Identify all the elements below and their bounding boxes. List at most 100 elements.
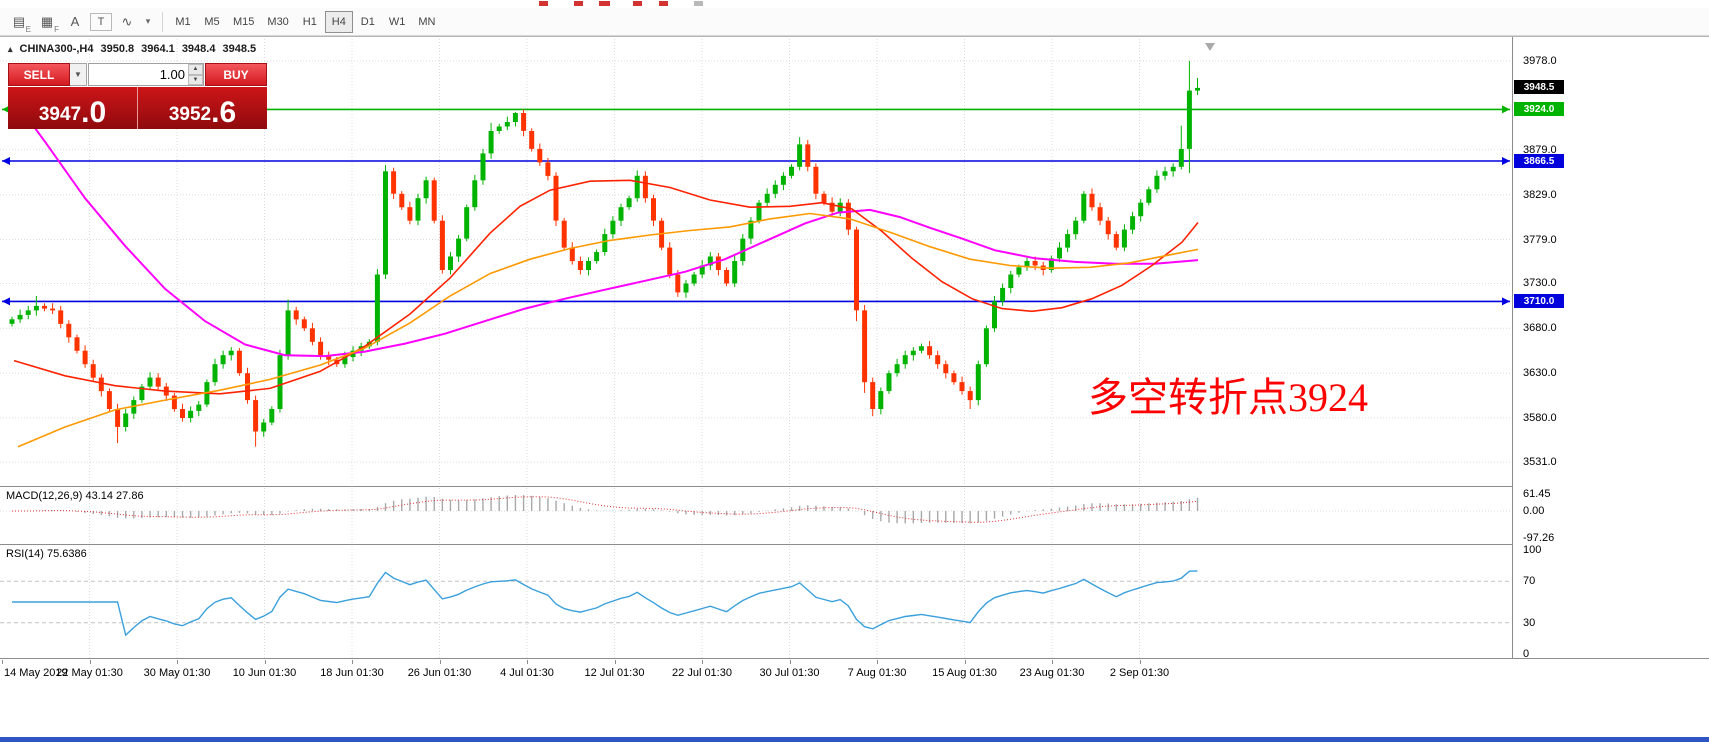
toolbar: ▤ E ▦ F A T ∿ ▾ M1 M5 M15 M30 H1 H4 D1 W1 MN bbox=[0, 8, 1709, 36]
rsi-line bbox=[12, 570, 1198, 637]
clipped-icon-fragment bbox=[659, 1, 668, 6]
price-tick-3978: 3978.0 bbox=[1523, 55, 1557, 67]
horizontal-line-3866.5[interactable] bbox=[2, 157, 1510, 165]
timeframe-mn[interactable]: MN bbox=[418, 15, 436, 28]
time-tick bbox=[964, 660, 966, 664]
time-label-5: 26 Jun 01:30 bbox=[407, 667, 472, 679]
buy-price-main: 3952 bbox=[168, 104, 212, 126]
text-tool-icon[interactable]: T bbox=[90, 12, 112, 31]
sell-price-frac: .0 bbox=[81, 95, 107, 129]
timeframe-group: M1 M5 M15 M30 H1 H4 D1 W1 MN bbox=[169, 10, 442, 33]
collapse-icon[interactable]: ▴ bbox=[8, 43, 13, 54]
ma-fast-orange[interactable] bbox=[17, 212, 1199, 448]
volume-decrement-button[interactable]: ▼ bbox=[188, 74, 203, 85]
clipped-icon-fragment bbox=[694, 1, 703, 6]
timeframe-m30[interactable]: M30 bbox=[267, 15, 289, 28]
ohlc-close: 3948.5 bbox=[222, 43, 257, 55]
chart-objects-icon[interactable]: ▤ E bbox=[12, 13, 31, 34]
order-type-dropdown[interactable]: ▼ bbox=[70, 63, 87, 86]
rsi-indicator-label: RSI(14) 75.6386 bbox=[6, 548, 87, 560]
chart-objects-icon-sub: E bbox=[25, 24, 31, 34]
price-label-3866.5: 3866.5 bbox=[1514, 154, 1564, 168]
price-axis[interactable]: 3978.0 3879.0 3829.0 3779.0 3730.0 3680.0 3630… bbox=[1512, 37, 1709, 660]
rsi-grid bbox=[0, 546, 1510, 658]
timeframe-h1[interactable]: H1 bbox=[302, 15, 317, 28]
time-label-4: 18 Jun 01:30 bbox=[320, 667, 384, 679]
time-label-9: 30 Jul 01:30 bbox=[759, 667, 820, 679]
line-studies-dropdown-icon[interactable]: ▾ bbox=[145, 16, 151, 26]
grid-layer bbox=[0, 39, 1510, 486]
time-tick bbox=[877, 660, 878, 664]
bottom-window-edge bbox=[0, 737, 1709, 742]
time-label-11: 15 Aug 01:30 bbox=[932, 667, 997, 679]
buy-button[interactable]: BUY bbox=[205, 63, 267, 86]
price-tick-3779: 3779.0 bbox=[1523, 234, 1557, 246]
price-label-3710.0: 3710.0 bbox=[1514, 294, 1564, 308]
toolbar-icons: ▤ E ▦ F A T ∿ ▾ bbox=[6, 11, 156, 34]
time-tick bbox=[527, 660, 528, 664]
volume-field-wrap: ▲ ▼ bbox=[88, 63, 204, 86]
one-click-trading-panel: SELL ▼ ▲ ▼ BUY 3947.0 3952.6 bbox=[8, 63, 267, 129]
time-axis[interactable]: 14 May 2019 22 May 01:30 30 May 01:30 10 Ju… bbox=[0, 660, 1512, 686]
line-studies-icon[interactable]: ∿ bbox=[121, 13, 133, 29]
macd-indicator-label: MACD(12,26,9) 43.14 27.86 bbox=[6, 490, 144, 502]
text-label-tool-icon[interactable]: A bbox=[70, 14, 80, 29]
panel-separator[interactable] bbox=[0, 544, 1709, 545]
time-tick bbox=[614, 660, 616, 664]
horizontal-line-3710[interactable] bbox=[2, 297, 1510, 306]
toolbar-separator bbox=[162, 11, 163, 32]
time-tick bbox=[352, 660, 353, 664]
grid-tool-icon[interactable]: ▦ F bbox=[40, 13, 59, 34]
timeframe-m5[interactable]: M5 bbox=[204, 15, 220, 28]
timeframe-m15[interactable]: M15 bbox=[233, 15, 255, 28]
macd-histogram bbox=[19, 494, 1199, 524]
time-tick bbox=[89, 660, 91, 664]
chart-shift-marker[interactable] bbox=[1205, 43, 1215, 51]
ma-mid-red[interactable] bbox=[13, 179, 1199, 395]
time-label-7: 12 Jul 01:30 bbox=[584, 667, 645, 679]
sell-button[interactable]: SELL bbox=[8, 63, 70, 86]
time-label-3: 10 Jun 01:30 bbox=[232, 667, 297, 679]
price-label-3924.0: 3924.0 bbox=[1514, 102, 1564, 116]
time-tick bbox=[2, 660, 3, 664]
time-tick bbox=[439, 660, 441, 664]
price-label-3948.5: 3948.5 bbox=[1514, 80, 1564, 94]
price-tick-3680: 3680.0 bbox=[1523, 322, 1557, 334]
ohlc-high: 3964.1 bbox=[141, 43, 175, 55]
timeframe-w1[interactable]: W1 bbox=[388, 15, 406, 28]
macd-axis-61.45: 61.45 bbox=[1523, 488, 1551, 500]
time-label-6: 4 Jul 01:30 bbox=[500, 667, 554, 679]
time-label-10: 7 Aug 01:30 bbox=[847, 667, 907, 679]
time-label-2: 30 May 01:30 bbox=[143, 667, 211, 679]
timeframe-m1[interactable]: M1 bbox=[175, 15, 191, 28]
rsi-canvas[interactable] bbox=[0, 546, 1512, 658]
volume-input[interactable] bbox=[89, 64, 203, 85]
clipped-icon-fragment bbox=[633, 1, 642, 6]
buy-price-display[interactable]: 3952.6 bbox=[137, 87, 267, 129]
price-tick-3879: 3879.0 bbox=[1523, 144, 1557, 156]
volume-increment-button[interactable]: ▲ bbox=[188, 64, 203, 75]
sell-price-display[interactable]: 3947.0 bbox=[8, 87, 137, 129]
rsi-axis-100: 100 bbox=[1523, 544, 1542, 556]
price-tick-3829: 3829.0 bbox=[1523, 189, 1557, 201]
timeframe-h4[interactable]: H4 bbox=[324, 10, 353, 33]
macd-canvas[interactable] bbox=[0, 488, 1512, 544]
time-tick bbox=[789, 660, 791, 664]
grid-tool-icon-sub: F bbox=[54, 24, 59, 34]
price-tick-3730: 3730.0 bbox=[1523, 277, 1557, 289]
ma-slow-magenta[interactable] bbox=[13, 99, 1199, 358]
symbol-period-label: CHINA300-,H4 bbox=[19, 43, 94, 55]
buy-price-frac: .6 bbox=[211, 95, 237, 129]
sell-price-main: 3947 bbox=[38, 104, 82, 126]
rsi-axis-70: 70 bbox=[1523, 575, 1536, 587]
timeframe-d1[interactable]: D1 bbox=[360, 15, 375, 28]
annotation-text: 多空转折点3924 bbox=[1088, 375, 1368, 420]
time-tick bbox=[264, 660, 266, 664]
clipped-icon-fragment bbox=[599, 1, 610, 6]
panel-separator bbox=[0, 658, 1709, 659]
price-tick-3630: 3630.0 bbox=[1523, 367, 1557, 379]
time-label-13: 2 Sep 01:30 bbox=[1109, 667, 1170, 679]
rsi-axis-0: 0 bbox=[1523, 648, 1530, 660]
chart-window: ▴ CHINA300-,H4 3950.8 3964.1 3948.4 3948… bbox=[0, 36, 1709, 742]
panel-separator[interactable] bbox=[0, 486, 1709, 487]
